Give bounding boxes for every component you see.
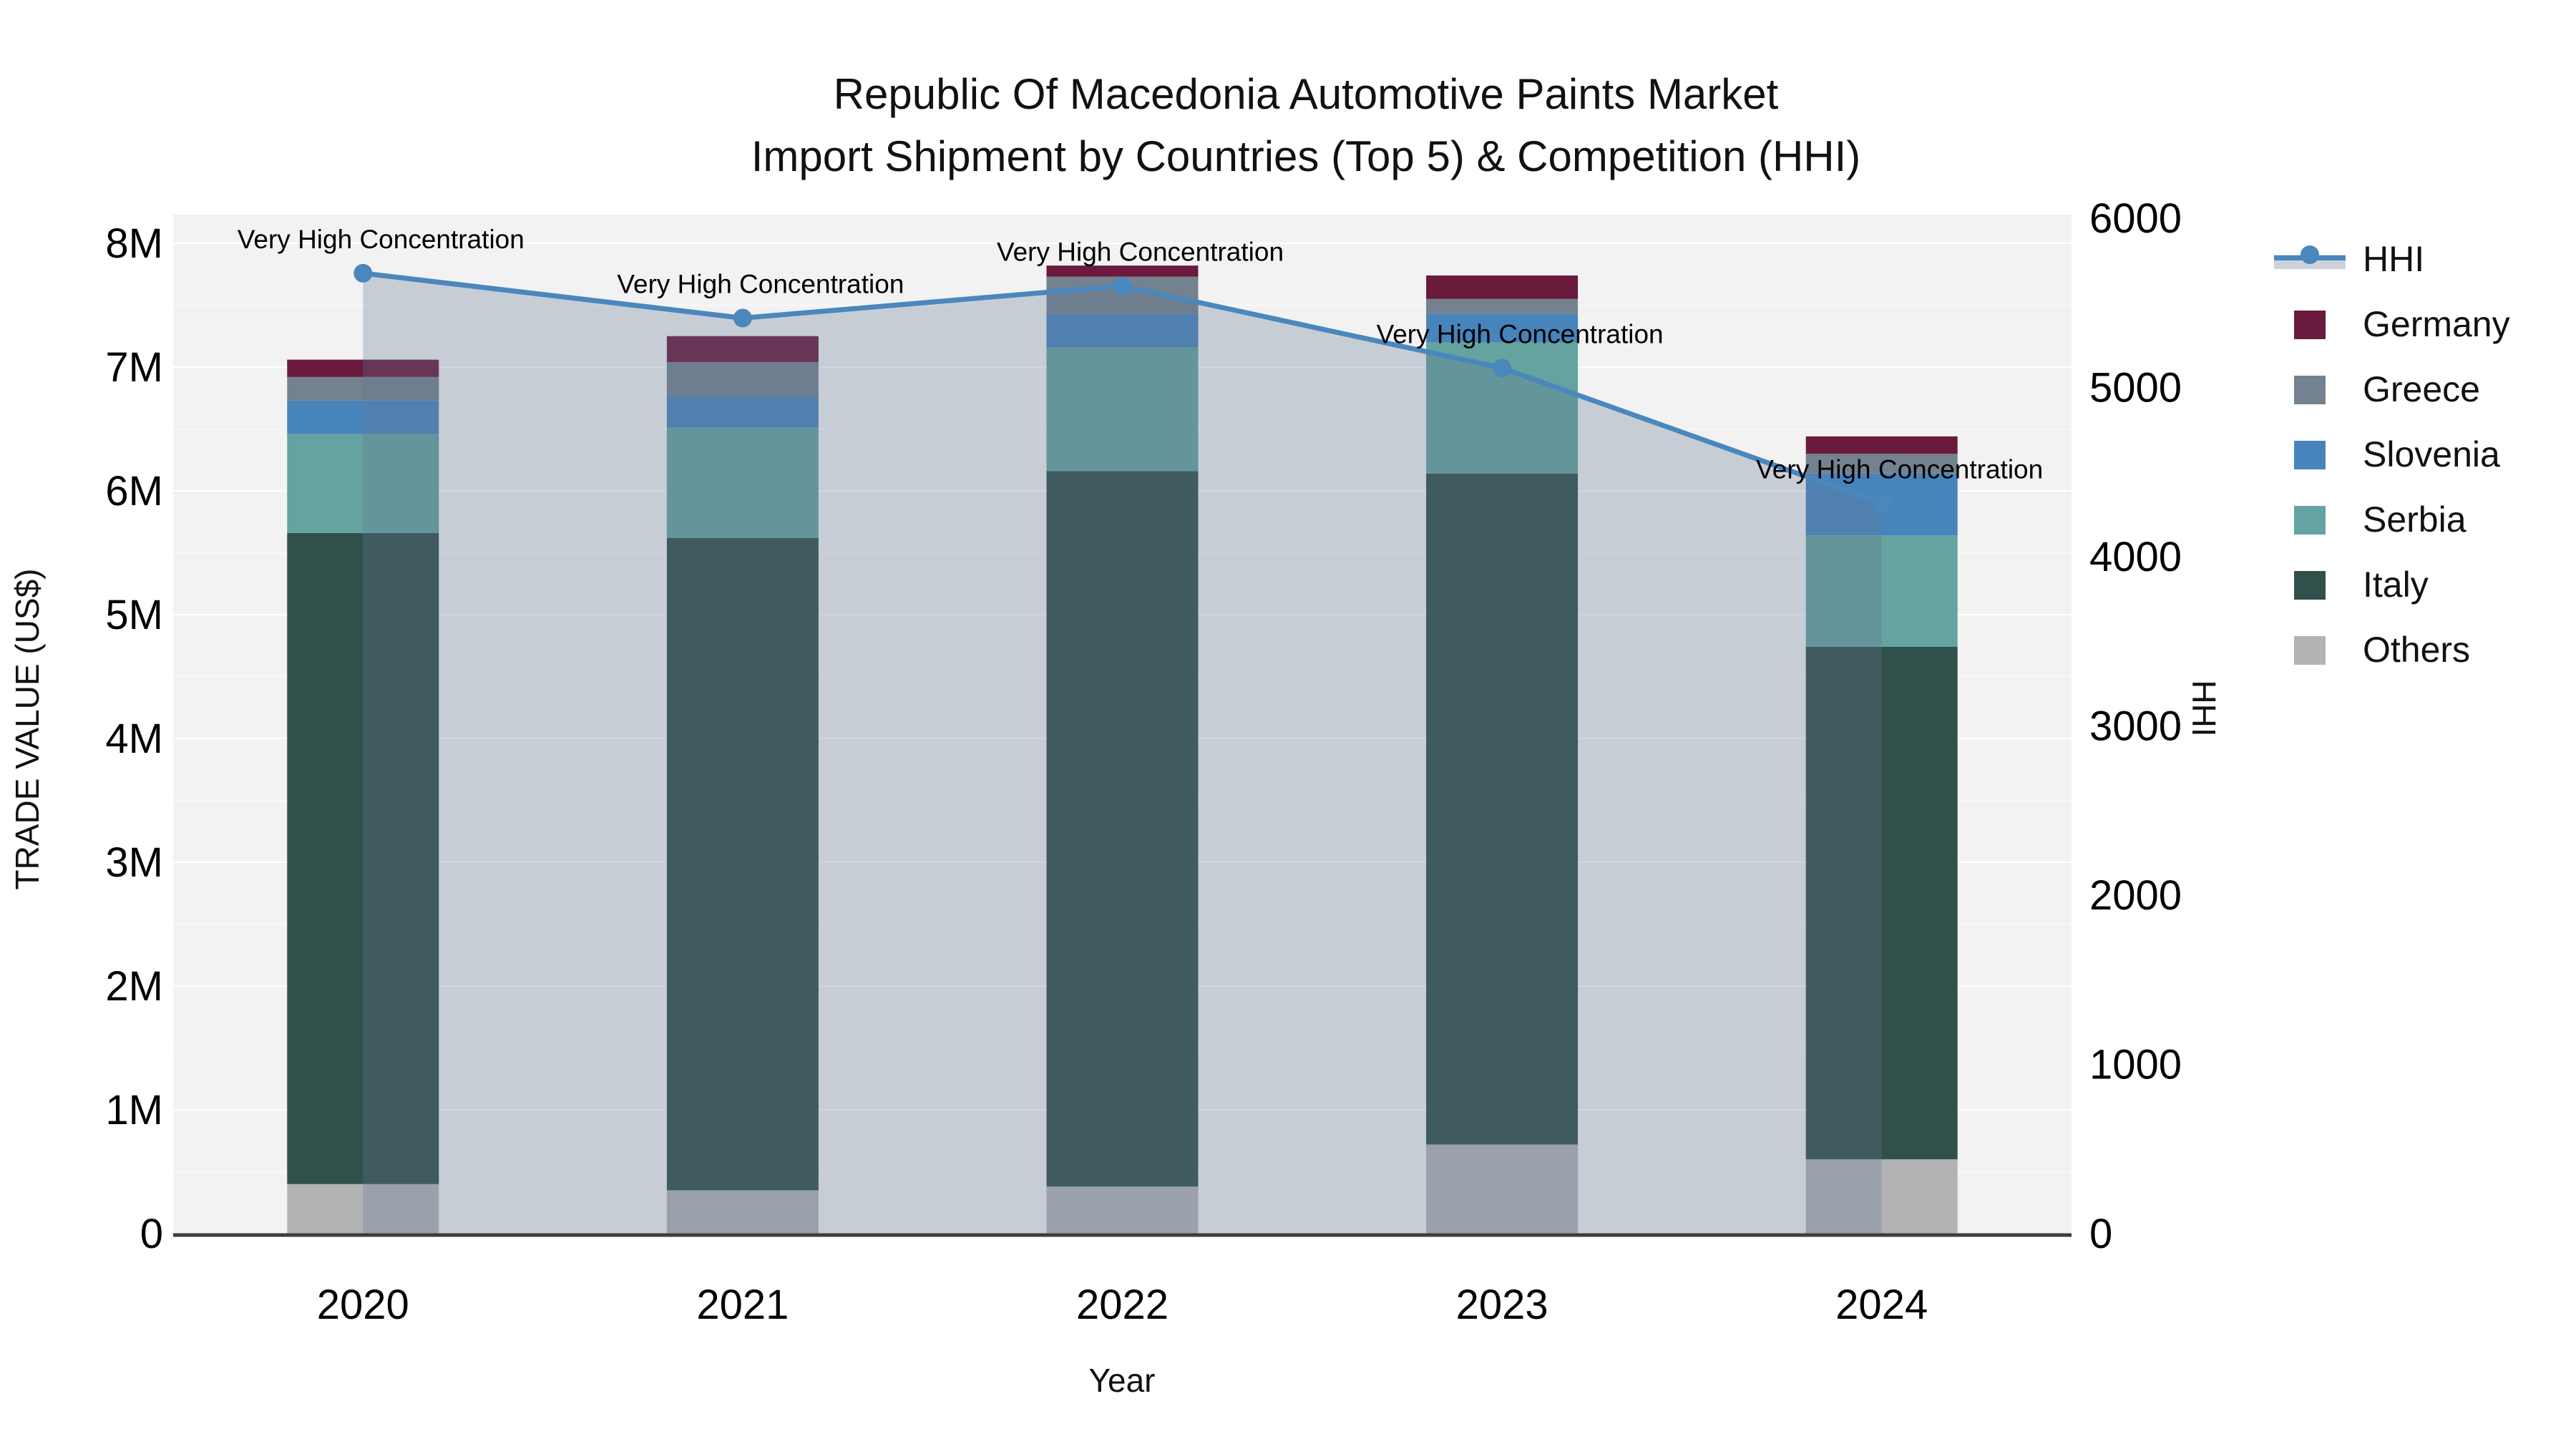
bar-segment-germany-2022	[1046, 265, 1199, 277]
bar-segment-others-2024	[1805, 1159, 1958, 1234]
x-axis-title: Year	[1088, 1362, 1156, 1399]
color-swatch-icon	[2294, 310, 2326, 339]
chart-title-line1: Republic Of Macedonia Automotive Paints …	[833, 70, 1779, 118]
x-tick-2021: 2021	[696, 1282, 789, 1328]
bar-segment-slovenia-2022	[1046, 313, 1199, 348]
color-swatch-icon	[2294, 570, 2326, 600]
color-swatch-icon	[2294, 505, 2326, 535]
legend-item-germany[interactable]: Germany	[2274, 291, 2510, 356]
bar-segment-others-2020	[287, 1184, 439, 1234]
chart-title-line2: Import Shipment by Countries (Top 5) & C…	[751, 132, 1861, 180]
y-axis-title-right: HHI	[2185, 680, 2223, 737]
bar-segment-italy-2024	[1805, 646, 1958, 1160]
y-left-tick-3M: 3M	[105, 839, 163, 886]
hhi-marker-2023	[1493, 358, 1512, 378]
legend: HHI Germany Greece Slovenia Serbia Italy Other…	[2274, 226, 2510, 682]
hhi-marker-2020	[353, 263, 373, 283]
annotation-2024: Very High Concentration	[1756, 455, 2043, 484]
bar-segment-serbia-2020	[287, 434, 439, 533]
bar-segment-slovenia-2023	[1426, 313, 1579, 343]
y-right-tick-3000: 3000	[2089, 703, 2182, 750]
bar-segment-slovenia-2021	[666, 396, 819, 428]
bar-segment-germany-2021	[666, 336, 819, 363]
y-left-tick-5M: 5M	[105, 592, 163, 638]
legend-item-slovenia[interactable]: Slovenia	[2274, 421, 2510, 487]
annotation-2021: Very High Concentration	[617, 270, 904, 299]
bar-segment-slovenia-2020	[287, 400, 439, 434]
bar-segment-italy-2022	[1046, 471, 1199, 1187]
y-right-tick-6000: 6000	[2089, 195, 2182, 242]
tick-labels: 0 1M 2M 3M 4M 5M 6M 7M 8M 0 1000 2000 3000 4000 5000 60…	[105, 195, 2182, 1328]
italy-swatch-icon	[2274, 570, 2346, 600]
y-right-tick-5000: 5000	[2089, 365, 2182, 411]
bar-segment-italy-2023	[1426, 473, 1579, 1145]
legend-label: Slovenia	[2363, 434, 2500, 474]
y-axis-title-left: TRADE VALUE (US$)	[9, 568, 46, 890]
y-left-tick-0: 0	[140, 1211, 163, 1257]
legend-label: Others	[2363, 629, 2471, 670]
y-right-tick-4000: 4000	[2089, 534, 2182, 580]
y-left-tick-4M: 4M	[105, 716, 163, 762]
color-swatch-icon	[2294, 635, 2326, 665]
legend-item-hhi[interactable]: HHI	[2274, 226, 2510, 291]
color-swatch-icon	[2294, 375, 2326, 404]
bar-segment-serbia-2024	[1805, 535, 1958, 647]
bar-segment-greece-2021	[666, 362, 819, 397]
bar-segment-others-2022	[1046, 1186, 1199, 1234]
y-right-tick-2000: 2000	[2089, 872, 2182, 919]
hhi-marker-2022	[1113, 276, 1132, 296]
annotation-2020: Very High Concentration	[238, 225, 525, 254]
x-tick-2024: 2024	[1835, 1282, 1928, 1328]
germany-swatch-icon	[2274, 310, 2346, 339]
y-left-tick-6M: 6M	[105, 468, 163, 514]
x-tick-2023: 2023	[1456, 1282, 1548, 1328]
legend-label: Italy	[2363, 564, 2429, 605]
bar-segment-germany-2020	[287, 359, 439, 377]
y-left-tick-1M: 1M	[105, 1087, 163, 1133]
hhi-marker-2024	[1872, 494, 1891, 513]
bar-segment-greece-2024	[1805, 454, 1958, 474]
legend-item-others[interactable]: Others	[2274, 617, 2510, 682]
y-left-tick-7M: 7M	[105, 344, 163, 391]
hhi-marker-2021	[733, 308, 752, 328]
annotation-2022: Very High Concentration	[997, 238, 1284, 267]
legend-label: Germany	[2363, 303, 2510, 344]
others-swatch-icon	[2274, 635, 2346, 665]
bar-series	[287, 265, 1958, 1234]
greece-swatch-icon	[2274, 375, 2346, 404]
bar-segment-germany-2023	[1426, 275, 1579, 299]
x-tick-2022: 2022	[1076, 1282, 1169, 1328]
y-right-tick-0: 0	[2089, 1211, 2112, 1257]
legend-label: Serbia	[2363, 499, 2467, 540]
slovenia-swatch-icon	[2274, 440, 2346, 469]
legend-label: Greece	[2363, 369, 2480, 409]
legend-dot-icon	[2301, 245, 2319, 264]
bar-segment-greece-2023	[1426, 298, 1579, 314]
hhi-area-fill	[363, 273, 1882, 1234]
bar-segment-greece-2020	[287, 376, 439, 401]
y-right-tick-1000: 1000	[2089, 1042, 2182, 1088]
bar-segment-germany-2024	[1805, 436, 1958, 454]
bar-segment-others-2021	[666, 1190, 819, 1234]
bar-segment-serbia-2022	[1046, 347, 1199, 472]
bar-segment-italy-2021	[666, 537, 819, 1191]
legend-item-italy[interactable]: Italy	[2274, 552, 2510, 617]
hhi-line-swatch-icon	[2274, 245, 2346, 273]
y-left-tick-8M: 8M	[105, 220, 163, 267]
annotation-2023: Very High Concentration	[1377, 319, 1664, 348]
bar-segment-others-2023	[1426, 1144, 1579, 1234]
legend-item-serbia[interactable]: Serbia	[2274, 487, 2510, 552]
y-left-tick-2M: 2M	[105, 963, 163, 1010]
bar-segment-serbia-2021	[666, 427, 819, 538]
legend-item-greece[interactable]: Greece	[2274, 356, 2510, 421]
chart-title: Republic Of Macedonia Automotive Paints …	[751, 63, 1861, 187]
color-swatch-icon	[2294, 440, 2326, 469]
serbia-swatch-icon	[2274, 505, 2346, 535]
x-tick-2020: 2020	[317, 1282, 409, 1328]
legend-label: HHI	[2363, 238, 2425, 279]
bar-segment-italy-2020	[287, 532, 439, 1184]
